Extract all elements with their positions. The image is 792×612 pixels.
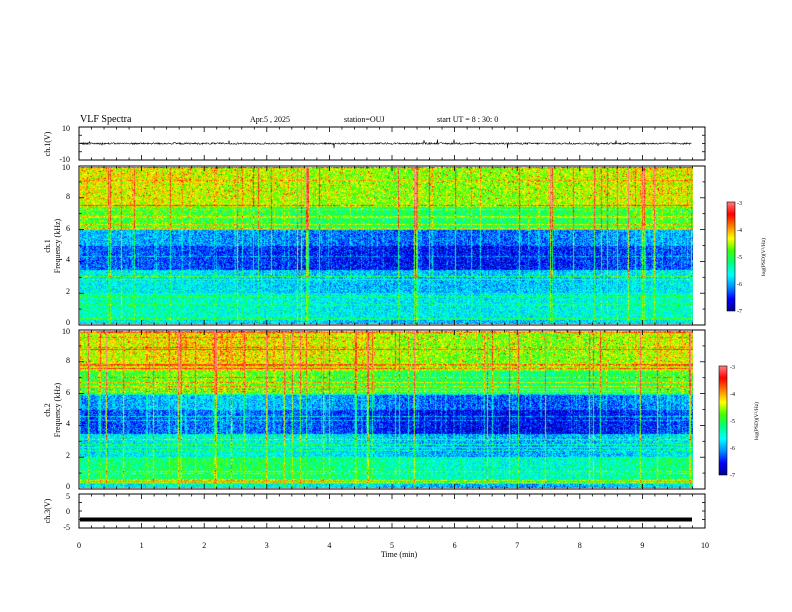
ch3-ytick-top: 5	[66, 492, 70, 501]
x-tick-label: 2	[202, 541, 206, 550]
x-tick-label: 9	[640, 541, 644, 550]
ch2-spec-ytick-8: 8	[66, 356, 70, 365]
ch1-spec-ylabel-channel: ch.1	[43, 239, 52, 253]
station-label: station=OUJ	[344, 115, 385, 124]
ch1-trace	[79, 139, 692, 149]
x-tick-label: 0	[77, 541, 81, 550]
ch1-spec-ytick-4: 4	[66, 255, 70, 264]
ch1-spec-ytick-0: 0	[66, 318, 70, 327]
ch3-ytick-mid: 0	[66, 507, 70, 516]
ch2-spec-ytick-2: 2	[66, 451, 70, 460]
ch2-spec-ylabel-channel: ch.2	[43, 403, 52, 417]
ch2-cbar-tick--6: -6	[730, 446, 735, 452]
ch2-cbar-tick--7: -7	[730, 473, 735, 479]
ch1-cbar-tick--3: -3	[737, 201, 742, 207]
ch1-spec-ylabel-frequency: Frequency (kHz)	[53, 218, 62, 273]
ch1-ylabel: ch.1(V)	[43, 131, 52, 156]
ch2-spec-ytick-0: 0	[66, 482, 70, 491]
ch1-spec-ytick-6: 6	[66, 224, 70, 233]
ch2-spec-ytick-4: 4	[66, 419, 70, 428]
x-tick-label: 5	[390, 541, 394, 550]
ch3-ylabel: ch.3(V)	[43, 498, 52, 523]
ch2-cbar-tick--5: -5	[730, 419, 735, 425]
ch2-spec-ytick-6: 6	[66, 388, 70, 397]
start-ut-label: start UT = 8 : 30: 0	[437, 115, 498, 124]
ch1-cbar-tick--4: -4	[737, 228, 742, 234]
ch1-spec-ytick-8: 8	[66, 192, 70, 201]
ch1-spectrogram-image	[80, 167, 693, 324]
ch1-trace-line	[79, 139, 692, 149]
ch1-cbar-label: log(PSD)(V²/Hz)	[760, 238, 767, 276]
x-axis-tick-labels: 0 1 2 3 4 5 6 7 8 9 10	[77, 541, 709, 550]
ch1-cbar-tick--6: -6	[737, 282, 742, 288]
x-tick-label: 1	[140, 541, 144, 550]
ch1-ytick-top: 10	[62, 124, 70, 133]
x-tick-label: 3	[265, 541, 269, 550]
ch3-waveform-panel: 5 0 -5 ch.3(V)	[43, 492, 706, 532]
ch2-spectrogram-panel: 0 2 4 6 8 10 ch.2 Frequency (kHz)	[43, 327, 706, 491]
x-tick-label: 7	[515, 541, 519, 550]
ch2-cbar-tick--3: -3	[730, 365, 735, 371]
ch1-cbar-tick--7: -7	[737, 309, 742, 315]
ch1-colorbar: -3 -4 -5 -6 -7 log(PSD)(V²/Hz)	[726, 201, 767, 315]
ch2-colorbar: -3 -4 -5 -6 -7 log(PSD)(V²/Hz)	[718, 365, 760, 479]
x-tick-label: 6	[453, 541, 457, 550]
date-label: Apr.5 , 2025	[250, 115, 290, 124]
ch2-cbar-label: log(PSD)(V²/Hz)	[753, 402, 760, 440]
ch2-spectrogram-image	[80, 331, 693, 488]
ch1-spec-ytick-2: 2	[66, 287, 70, 296]
ch2-cbar-tick--4: -4	[730, 392, 735, 398]
ch1-spec-ytick-10: 10	[62, 163, 70, 172]
x-tick-label: 8	[578, 541, 582, 550]
ch1-ytick-bottom: -10	[59, 155, 70, 164]
x-axis-label: Time (min)	[381, 550, 418, 559]
ch1-spectrogram-panel: 0 2 4 6 8 10 ch.1 Frequency (kHz)	[43, 163, 706, 327]
ch2-spec-ylabel-frequency: Frequency (kHz)	[53, 382, 62, 437]
x-tick-label: 10	[701, 541, 709, 550]
figure-title: VLF Spectra	[80, 114, 132, 125]
axis-ticks	[78, 126, 706, 529]
x-tick-label: 4	[327, 541, 331, 550]
ch1-waveform-panel: 10 -10 ch.1(V)	[43, 124, 706, 164]
ch1-cbar-tick--5: -5	[737, 255, 742, 261]
ch2-spec-ytick-10: 10	[62, 327, 70, 336]
ch3-ytick-bottom: -5	[63, 523, 70, 532]
